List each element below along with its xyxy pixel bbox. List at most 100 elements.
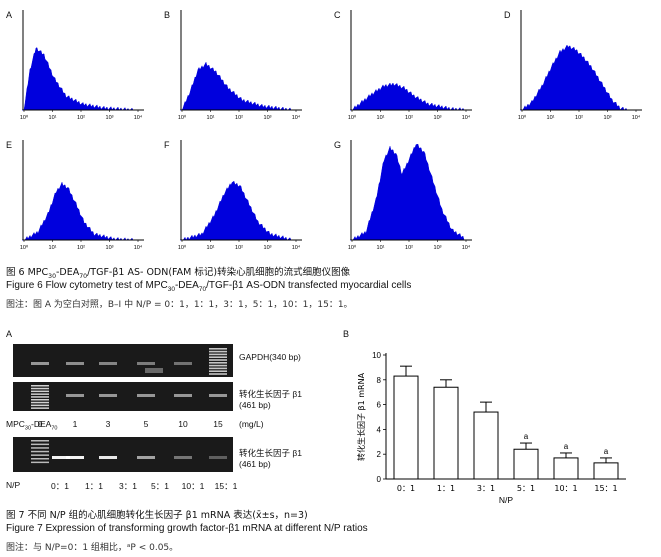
mpc-value: 5: [143, 419, 149, 429]
gel-band: [31, 461, 49, 464]
x-tick-label: 10²: [235, 115, 243, 121]
gel-band: [209, 356, 227, 358]
gel-band: [209, 370, 227, 372]
gel-band: [99, 362, 117, 365]
gel-band: [31, 401, 49, 404]
bar: [513, 448, 539, 480]
gel-band: [31, 385, 49, 387]
x-tick-label: 10³: [264, 115, 272, 121]
flow-histogram-c: 10⁰ 10¹ 10² 10³ 10⁴: [348, 10, 480, 122]
y-tick-label: 8: [377, 376, 382, 385]
x-tick-label: 10²: [77, 115, 85, 121]
np-value: 0：1: [51, 481, 69, 491]
x-tick-label: 3：1: [477, 484, 495, 493]
significance-mark: a: [564, 442, 569, 451]
x-tick-label: 10⁰: [348, 114, 357, 121]
x-tick-label: 10⁴: [462, 114, 471, 121]
gel-tgf-b1-top: [13, 382, 233, 411]
gel-band: [145, 368, 163, 373]
np-value: 3：1: [119, 481, 137, 491]
mpc-row-label: MPC30-DEA70: [6, 419, 58, 432]
hist-panel-letter: C: [334, 10, 341, 20]
mpc-value: 10: [178, 419, 188, 429]
significance-mark: a: [604, 447, 609, 456]
x-tick-label: 10⁰: [20, 244, 29, 251]
x-tick-label: 10¹: [207, 245, 215, 251]
x-tick-label: 5：1: [517, 484, 535, 493]
x-tick-label: 15：1: [594, 484, 617, 493]
gel-band: [31, 393, 49, 395]
x-tick-label: 10⁴: [134, 244, 143, 251]
gel-band: [31, 454, 49, 456]
gel-band: [31, 443, 49, 446]
histogram-distribution: [350, 82, 465, 111]
bar: [473, 411, 499, 480]
gel-band: [52, 456, 70, 459]
x-tick-label: 10⁰: [348, 244, 357, 251]
x-tick-label: 10⁴: [462, 244, 471, 251]
gel-band: [137, 362, 155, 365]
gel-band: [174, 394, 192, 397]
x-tick-label: 10⁴: [292, 114, 301, 121]
flow-histogram-d: 10⁰ 10¹ 10² 10³ 10⁴: [518, 10, 650, 122]
y-tick-label: 10: [372, 351, 381, 360]
x-tick-label: 10⁴: [632, 114, 641, 121]
x-tick-label: 10⁴: [292, 244, 301, 251]
gel-band: [31, 450, 49, 453]
gel-band: [209, 359, 227, 361]
hist-panel-letter: F: [164, 140, 170, 150]
gel-band: [209, 367, 227, 370]
x-tick-label: 10²: [405, 245, 413, 251]
x-tick-label: 10¹: [377, 115, 385, 121]
np-row-label: N/P: [6, 480, 21, 490]
gel-band: [66, 456, 84, 459]
y-tick-label: 4: [377, 425, 382, 434]
significance-mark: a: [524, 432, 529, 441]
bar-chart: 0 2 4 6 8 10 转化生长因子 β1 mRNA 0：1 1：1 3：1 a 5：1 a 10：1 a…: [356, 351, 626, 505]
histogram-distribution: [22, 181, 136, 241]
mpc-unit: (mg/L): [239, 419, 264, 429]
x-tick-label: 10²: [235, 245, 243, 251]
y-tick-label: 0: [377, 475, 382, 484]
fig6-caption-en: Figure 6 Flow cytometry test of MPC30-DE…: [6, 280, 412, 293]
fig6-note: 图注：图 A 为空白对照，B–I 中 N/P = 0：1，1：1，3：1，5：1…: [6, 300, 353, 310]
x-tick-label: 10：1: [554, 484, 577, 493]
mpc-value: 1: [72, 419, 78, 429]
hist-panel-letter: G: [334, 140, 342, 150]
x-tick-label: 10¹: [377, 245, 385, 251]
gel-band: [31, 387, 49, 390]
gel-band: [209, 353, 227, 356]
gel-band: [31, 458, 49, 460]
bar: [593, 462, 619, 480]
histogram-distribution: [22, 47, 136, 111]
x-tick-label: 1：1: [437, 484, 455, 493]
bar: [553, 457, 579, 480]
gel-band: [66, 394, 84, 397]
x-tick-label: 10³: [434, 115, 442, 121]
flow-histogram-e: 10⁰ 10¹ 10² 10³ 10⁴: [20, 140, 152, 252]
gel-tgf-label-bottom: 转化生长因子 β1 (461 bp): [239, 448, 302, 469]
gel-band: [209, 350, 227, 353]
x-tick-label: 10¹: [207, 115, 215, 121]
gel-band: [31, 440, 49, 442]
fig6-caption-cn: 图 6 MPC30-DEA70/TGF-β1 AS- ODN(FAM 标记)转染…: [6, 267, 351, 280]
gel-band: [174, 362, 192, 365]
flow-histogram-b: 10⁰ 10¹ 10² 10³ 10⁴: [178, 10, 310, 122]
gel-band: [137, 394, 155, 397]
flow-histogram-f: 10⁰ 10¹ 10² 10³ 10⁴: [178, 140, 310, 252]
gel-band: [209, 364, 227, 367]
hist-panel-letter: B: [164, 10, 171, 20]
flow-histogram-a: 10⁰ 10¹ 10² 10³ 10⁴: [20, 10, 152, 122]
gel-band: [66, 362, 84, 365]
bar: [433, 386, 459, 480]
gel-band: [99, 456, 117, 459]
gel-tgf-b1-bottom: [13, 437, 233, 472]
histogram-distribution: [180, 61, 294, 111]
y-axis-label: 转化生长因子 β1 mRNA: [356, 372, 366, 461]
gel-band: [31, 396, 49, 398]
gel-band: [31, 407, 49, 409]
x-tick-label: 0：1: [397, 484, 415, 493]
fig7-caption-cn: 图 7 不同 N/P 组的心肌细胞转化生长因子 β1 mRNA 表达(x̄±s，…: [6, 510, 308, 521]
fig7-note: 图注：与 N/P=0：1 组相比，ᵃP < 0.05。: [6, 543, 179, 553]
histogram-distribution: [520, 44, 634, 111]
